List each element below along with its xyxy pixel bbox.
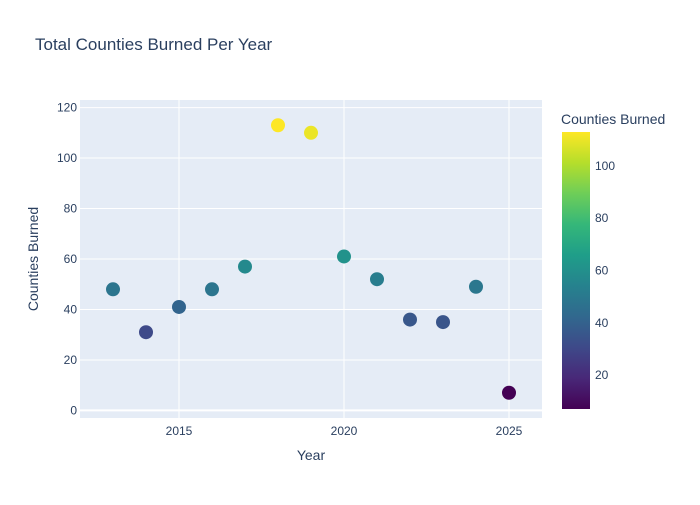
data-point[interactable] <box>370 272 384 287</box>
x-tick-label: 2015 <box>166 424 193 438</box>
y-tick-label: 20 <box>64 353 78 367</box>
colorbar-tick-label: 60 <box>595 264 609 278</box>
colorbar-title: Counties Burned <box>561 111 665 127</box>
y-tick-label: 0 <box>70 403 77 417</box>
data-point[interactable] <box>337 249 351 264</box>
x-axis-label: Year <box>297 447 326 463</box>
data-point[interactable] <box>469 279 483 294</box>
x-tick-labels: 2015 2020 2025 <box>166 424 523 438</box>
y-tick-label: 60 <box>64 252 78 266</box>
data-point[interactable] <box>436 315 450 330</box>
data-point[interactable] <box>238 259 252 274</box>
y-axis-label: Counties Burned <box>25 207 41 311</box>
data-point[interactable] <box>271 118 285 133</box>
data-point[interactable] <box>403 312 417 327</box>
colorbar <box>562 132 590 409</box>
colorbar-tick-labels: 20 40 60 80 100 <box>595 159 615 382</box>
colorbar-tick-label: 100 <box>595 159 615 173</box>
y-tick-label: 120 <box>57 101 77 115</box>
colorbar-tick-label: 40 <box>595 316 609 330</box>
data-point[interactable] <box>139 325 153 340</box>
data-points <box>106 118 516 400</box>
chart-title: Total Counties Burned Per Year <box>35 35 273 54</box>
data-point[interactable] <box>172 299 186 314</box>
y-tick-label: 40 <box>64 302 78 316</box>
grid-lines <box>80 100 542 418</box>
data-point[interactable] <box>304 125 318 140</box>
data-point[interactable] <box>205 282 219 297</box>
x-tick-label: 2020 <box>331 424 358 438</box>
x-tick-label: 2025 <box>496 424 523 438</box>
data-point[interactable] <box>502 385 516 400</box>
y-tick-label: 80 <box>64 202 78 216</box>
colorbar-tick-label: 80 <box>595 211 609 225</box>
y-tick-labels: 0 20 40 60 80 100 120 <box>57 101 77 418</box>
data-point[interactable] <box>106 282 120 297</box>
y-tick-label: 100 <box>57 151 77 165</box>
colorbar-tick-label: 20 <box>595 368 609 382</box>
